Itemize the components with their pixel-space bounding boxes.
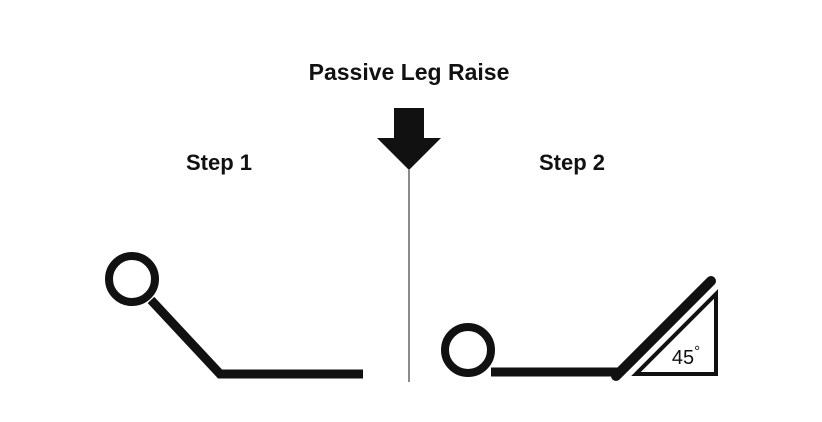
- step2-head: [441, 323, 495, 377]
- step2-legs: [611, 276, 716, 381]
- angle-label: 45°: [672, 343, 700, 369]
- degree-symbol: °: [694, 343, 700, 360]
- angle-triangle: [631, 289, 718, 376]
- step1-figure: [105, 252, 363, 379]
- angle-value: 45: [672, 347, 694, 369]
- step1-head: [105, 252, 159, 306]
- step2-label: Step 2: [539, 150, 605, 175]
- down-arrow-icon: [377, 108, 441, 170]
- step1-label: Step 1: [186, 150, 252, 175]
- step2-figure: 45°: [441, 276, 718, 381]
- diagram-title: Passive Leg Raise: [309, 59, 510, 85]
- step1-body: [147, 296, 363, 379]
